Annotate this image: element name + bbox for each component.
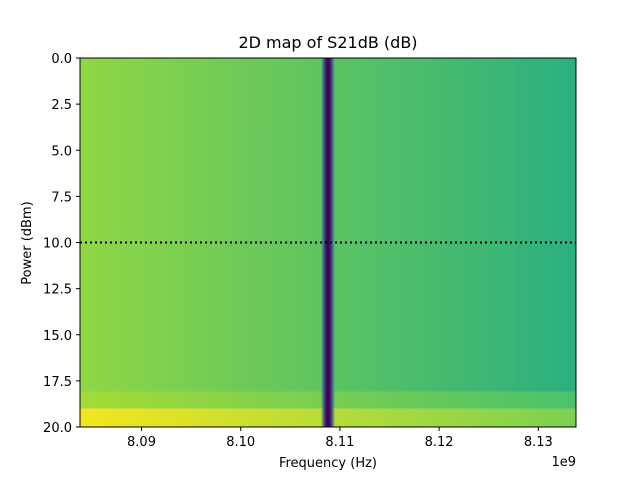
y-tick-label: 20.0 <box>43 421 72 436</box>
y-tick-label: 12.5 <box>43 283 72 298</box>
x-offset-label: 1e9 <box>551 455 576 470</box>
x-tick-label: 8.09 <box>127 435 156 450</box>
tick-layer: 8.09 8.10 8.11 8.12 8.13 0.0 2.5 5.0 7.5 10.0 12.5… <box>43 52 553 450</box>
x-tick-label: 8.10 <box>226 435 255 450</box>
x-tick-label: 8.13 <box>524 435 553 450</box>
y-tick-label: 2.5 <box>51 98 72 113</box>
y-tick-label: 10.0 <box>43 237 72 252</box>
resonance-dip <box>321 58 335 427</box>
chart-title: 2D map of S21dB (dB) <box>238 33 417 52</box>
x-axis-label: Frequency (Hz) <box>279 456 377 471</box>
y-tick-label: 0.0 <box>51 52 72 67</box>
y-axis-label: Power (dBm) <box>20 201 35 284</box>
x-tick-label: 8.12 <box>425 435 454 450</box>
y-tick-label: 7.5 <box>51 190 72 205</box>
y-tick-label: 5.0 <box>51 144 72 159</box>
plot-area <box>79 57 577 428</box>
x-tick-label: 8.11 <box>325 435 354 450</box>
y-tick-label: 15.0 <box>43 329 72 344</box>
y-tick-label: 17.5 <box>43 375 72 390</box>
